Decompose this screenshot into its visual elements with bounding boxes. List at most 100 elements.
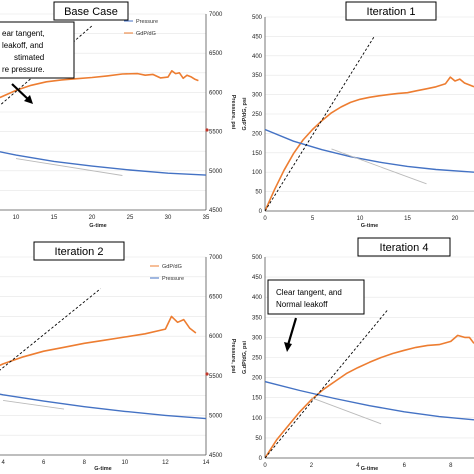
y-tick-label: 300: [252, 93, 263, 99]
x-tick-label: 8: [449, 463, 453, 469]
y-tick-label: 250: [252, 356, 263, 362]
x-tick-label: 6: [42, 460, 46, 466]
series-tangent: [0, 288, 101, 371]
x-tick-label: 20: [89, 215, 96, 221]
x-tick-label: 5: [311, 216, 315, 222]
x-tick-label: 25: [127, 215, 134, 221]
chart-title: Iteration 4: [380, 242, 429, 254]
chart-panel-base: 10 15 20 25 30 35 G-time 4500 5000 5500 6000 6500 70…: [0, 1, 236, 229]
x-tick-label: 4: [1, 460, 5, 466]
y2-tick-label: 7000: [209, 255, 223, 261]
y2-tick-label: 4500: [209, 208, 223, 214]
axis-marker: [205, 372, 209, 376]
y2-tick-label: 6000: [209, 90, 223, 96]
y-tick-label: 400: [252, 54, 263, 60]
y2-tick-label: 4500: [209, 453, 223, 459]
plot-area: [0, 288, 206, 420]
series-gray-line: [3, 399, 65, 410]
x-axis-label: G-time: [361, 223, 378, 229]
annotation-arrow: [286, 317, 298, 346]
y-axis-label: G.dP/dG, psi: [242, 97, 248, 130]
plot-area: [265, 309, 474, 458]
y2-tick-label: 7000: [209, 12, 223, 18]
y2-tick-label: 5500: [209, 130, 223, 136]
legend-entry: Pressure: [162, 276, 184, 282]
x-tick-label: 10: [357, 216, 364, 222]
annotation-text: leakoff, and: [2, 41, 43, 50]
x-tick-label: 10: [13, 215, 20, 221]
y-tick-label: 450: [252, 275, 263, 281]
y-tick-label: 0: [259, 456, 263, 462]
x-tick-label: 30: [165, 215, 172, 221]
series-gdp-dg: [0, 315, 197, 367]
annotation-box: [267, 279, 365, 315]
x-tick-label: 14: [203, 460, 210, 466]
chart-title-box: [345, 1, 437, 21]
y2-tick-label: 5000: [209, 413, 223, 419]
annotation-arrowhead: [24, 95, 33, 104]
y2-tick-label: 5500: [209, 374, 223, 380]
y-tick-label: 450: [252, 34, 263, 40]
annotation-text: stimated: [14, 53, 44, 62]
annotation-text: re pressure.: [2, 65, 45, 74]
x-tick-label: 12: [162, 460, 169, 466]
chart-panel-iter1: 0 5 10 15 20 G-time 0 50 100 150 200 250 300 350 400 45…: [242, 1, 474, 229]
x-tick-label: 2: [310, 463, 314, 469]
x-tick-label: 15: [404, 216, 411, 222]
chart-title: Iteration 2: [55, 246, 104, 258]
chart-panel-iter4: 0 2 4 6 8 G-time 0 50 100 150 200 250 300 350 400 450 50…: [242, 237, 474, 472]
y-tick-label: 100: [252, 170, 263, 176]
chart-title: Iteration 1: [367, 6, 416, 18]
legend-entry: GdP/dG: [136, 31, 156, 37]
legend-entry: GdP/dG: [162, 264, 182, 270]
series-pressure: [0, 151, 206, 176]
legend-entry: Pressure: [136, 19, 158, 25]
y-tick-label: 150: [252, 151, 263, 157]
x-tick-label: 8: [83, 460, 87, 466]
series-gray-line: [311, 397, 382, 425]
series-pressure: [0, 393, 206, 420]
annotation-box: [0, 21, 75, 79]
x-axis-label: G-time: [361, 466, 378, 472]
y2-tick-label: 6500: [209, 51, 223, 57]
y2-axis-label: Pressure, psi: [230, 339, 236, 374]
chart-title-box: [33, 241, 125, 261]
chart-title-box: [53, 1, 129, 21]
y2-tick-label: 6500: [209, 295, 223, 301]
y-tick-label: 200: [252, 131, 263, 137]
x-tick-label: 4: [356, 463, 360, 469]
y-tick-label: 500: [252, 15, 263, 21]
series-tangent: [265, 309, 389, 458]
y-tick-label: 350: [252, 315, 263, 321]
series-gdp-dg: [0, 70, 199, 99]
chart-title: Base Case: [64, 6, 118, 18]
x-tick-label: 20: [452, 216, 459, 222]
y-tick-label: 150: [252, 396, 263, 402]
annotation-arrowhead: [284, 342, 292, 352]
series-gray-line: [15, 158, 123, 176]
x-tick-label: 0: [263, 216, 267, 222]
y-tick-label: 350: [252, 73, 263, 79]
y-tick-label: 50: [255, 190, 262, 196]
axis-marker: [205, 128, 209, 132]
series-gray-line: [331, 148, 427, 185]
y-tick-label: 100: [252, 416, 263, 422]
series-tangent: [265, 36, 375, 211]
x-axis-label: G-time: [89, 223, 106, 229]
y2-tick-label: 6000: [209, 334, 223, 340]
y-tick-label: 0: [259, 209, 263, 215]
y2-axis-label: Pressure, psi: [230, 95, 236, 130]
y-tick-label: 200: [252, 376, 263, 382]
y2-tick-label: 5000: [209, 169, 223, 175]
x-tick-label: 6: [403, 463, 407, 469]
plot-area: [265, 36, 474, 211]
y-tick-label: 400: [252, 295, 263, 301]
x-tick-label: 0: [263, 463, 267, 469]
x-axis-label: G-time: [94, 466, 111, 472]
series-pressure: [265, 128, 474, 173]
y-axis-label: G.dP/dG, psi: [242, 341, 248, 374]
series-gdp-dg: [265, 76, 474, 211]
x-tick-label: 10: [122, 460, 129, 466]
series-gdp-dg: [265, 334, 474, 458]
